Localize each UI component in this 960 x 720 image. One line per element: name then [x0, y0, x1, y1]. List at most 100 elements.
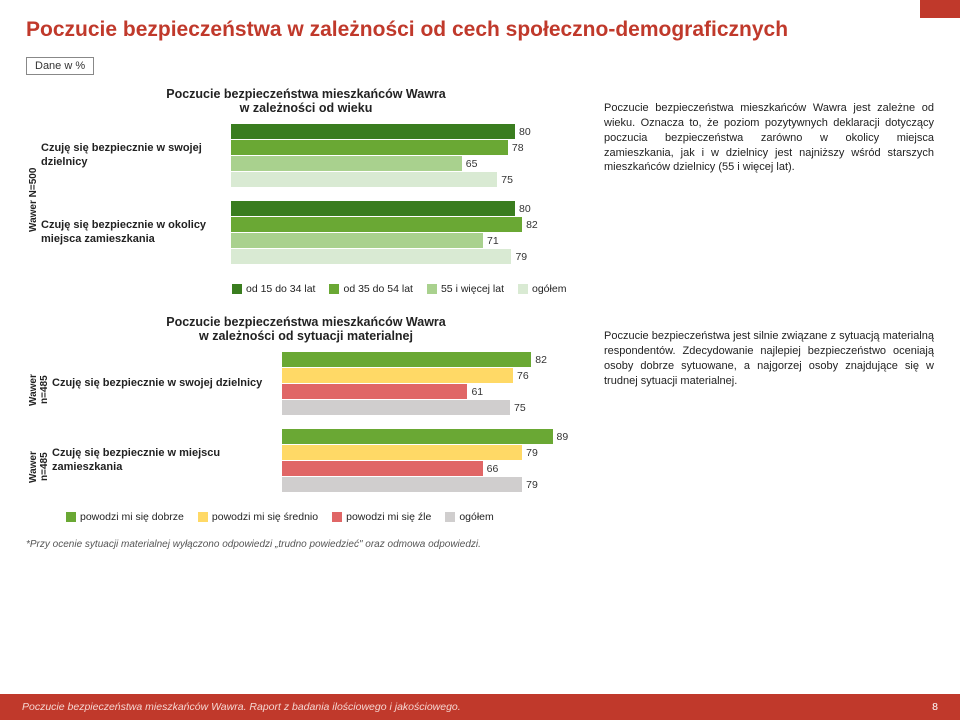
- legend-item: od 15 do 34 lat: [232, 283, 315, 295]
- legend-item: powodzi mi się średnio: [198, 511, 318, 523]
- legend-swatch: [198, 512, 208, 522]
- bar-row: 82: [231, 217, 586, 232]
- legend-item: 55 i więcej lat: [427, 283, 504, 295]
- bar-row: 79: [231, 249, 586, 264]
- bar: [231, 217, 522, 232]
- bar-row: 79: [282, 477, 586, 492]
- bar: [231, 249, 511, 264]
- chart2-row: Poczucie bezpieczeństwa mieszkańców Wawr…: [0, 309, 960, 527]
- bar: [282, 352, 531, 367]
- legend-label: powodzi mi się średnio: [212, 511, 318, 523]
- bar-group: Czuję się bezpiecznie w okolicy miejsca …: [41, 200, 586, 265]
- bar-group: Czuję się bezpiecznie w miejscu zamieszk…: [52, 428, 586, 493]
- legend-label: powodzi mi się źle: [346, 511, 431, 523]
- chart2-desc-col: Poczucie bezpieczeństwa jest silnie zwią…: [604, 309, 934, 527]
- bar-value: 80: [519, 126, 531, 138]
- chart2-legend: powodzi mi się dobrze powodzi mi się śred…: [26, 505, 586, 527]
- bar-row: 65: [231, 156, 586, 171]
- bar-value: 75: [514, 402, 526, 414]
- bar: [231, 156, 462, 171]
- chart2-desc: Poczucie bezpieczeństwa jest silnie zwią…: [604, 309, 934, 388]
- bar: [282, 461, 483, 476]
- footer-text: Poczucie bezpieczeństwa mieszkańców Wawr…: [22, 701, 461, 713]
- footer: Poczucie bezpieczeństwa mieszkańców Wawr…: [0, 694, 960, 720]
- bar-value: 79: [526, 447, 538, 459]
- chart1-col: Poczucie bezpieczeństwa mieszkańców Wawr…: [26, 81, 586, 299]
- bar-value: 79: [515, 251, 527, 263]
- bar-value: 76: [517, 370, 529, 382]
- bar-value: 65: [466, 158, 478, 170]
- legend-label: 55 i więcej lat: [441, 283, 504, 295]
- bar-value: 80: [519, 203, 531, 215]
- legend-item: od 35 do 54 lat: [329, 283, 412, 295]
- bar: [282, 368, 513, 383]
- bar: [231, 124, 515, 139]
- chart1-body: Czuję się bezpiecznie w swojej dzielnicy…: [41, 123, 586, 277]
- page-number: 8: [932, 701, 938, 713]
- legend-swatch: [332, 512, 342, 522]
- bar-row: 79: [282, 445, 586, 460]
- bar: [231, 140, 508, 155]
- bar: [231, 201, 515, 216]
- bar-group-label: Czuję się bezpiecznie w miejscu zamieszk…: [52, 447, 282, 475]
- chart1-desc: Poczucie bezpieczeństwa mieszkańców Wawr…: [604, 81, 934, 175]
- bar-group-label: Czuję się bezpiecznie w okolicy miejsca …: [41, 219, 231, 247]
- legend-label: od 35 do 54 lat: [343, 283, 412, 295]
- bar-row: 80: [231, 201, 586, 216]
- bar-row: 82: [282, 352, 586, 367]
- chart2-wrap: Wawer n=485 Wawer n=485 Czuję się bezpie…: [26, 351, 586, 505]
- legend-label: ogółem: [459, 511, 493, 523]
- bar-group-label: Czuję się bezpiecznie w swojej dzielnicy: [41, 142, 231, 170]
- bars: 80 78 65 75: [231, 123, 586, 188]
- accent-bar: [920, 0, 960, 18]
- bar-value: 75: [501, 174, 513, 186]
- bar-group: Czuję się bezpiecznie w swojej dzielnicy…: [52, 351, 586, 416]
- legend-label: ogółem: [532, 283, 566, 295]
- chart1-wrap: Wawer N=500 Czuję się bezpiecznie w swoj…: [26, 123, 586, 277]
- bar-value: 66: [487, 463, 499, 475]
- page-title: Poczucie bezpieczeństwa w zależności od …: [0, 0, 960, 56]
- bars: 80 82 71 79: [231, 200, 586, 265]
- bar-row: 78: [231, 140, 586, 155]
- chart2-ylabel2: Wawer n=485: [26, 433, 52, 501]
- bar-row: 66: [282, 461, 586, 476]
- bar-row: 89: [282, 429, 586, 444]
- bar: [282, 429, 553, 444]
- chart1-row: Poczucie bezpieczeństwa mieszkańców Wawr…: [0, 81, 960, 299]
- chart2-body: Czuję się bezpiecznie w swojej dzielnicy…: [52, 351, 586, 505]
- legend-swatch: [232, 284, 242, 294]
- bar-value: 89: [557, 431, 569, 443]
- bar-value: 71: [487, 235, 499, 247]
- bar: [282, 445, 522, 460]
- bar-value: 82: [526, 219, 538, 231]
- footnote: *Przy ocenie sytuacji materialnej wyłącz…: [0, 527, 960, 550]
- bar-row: 75: [282, 400, 586, 415]
- bar: [231, 233, 483, 248]
- legend-swatch: [66, 512, 76, 522]
- bars: 82 76 61 75: [282, 351, 586, 416]
- legend-item: ogółem: [518, 283, 566, 295]
- bar: [282, 384, 467, 399]
- bar-value: 61: [471, 386, 483, 398]
- bar-row: 75: [231, 172, 586, 187]
- bar-row: 61: [282, 384, 586, 399]
- chart2-title: Poczucie bezpieczeństwa mieszkańców Wawr…: [26, 315, 586, 343]
- bar-row: 71: [231, 233, 586, 248]
- chart1-legend: od 15 do 34 lat od 35 do 54 lat 55 i więce…: [26, 277, 586, 299]
- legend-item: powodzi mi się źle: [332, 511, 431, 523]
- bar-group: Czuję się bezpiecznie w swojej dzielnicy…: [41, 123, 586, 188]
- legend-label: od 15 do 34 lat: [246, 283, 315, 295]
- legend-swatch: [518, 284, 528, 294]
- legend-label: powodzi mi się dobrze: [80, 511, 184, 523]
- chart1-title: Poczucie bezpieczeństwa mieszkańców Wawr…: [26, 87, 586, 115]
- legend-item: powodzi mi się dobrze: [66, 511, 184, 523]
- chart1-ylabel: Wawer N=500: [26, 123, 41, 277]
- bar-row: 76: [282, 368, 586, 383]
- bars: 89 79 66 79: [282, 428, 586, 493]
- legend-swatch: [445, 512, 455, 522]
- bar: [282, 400, 510, 415]
- legend-swatch: [329, 284, 339, 294]
- bar-value: 79: [526, 479, 538, 491]
- legend-item: ogółem: [445, 511, 493, 523]
- bar: [282, 477, 522, 492]
